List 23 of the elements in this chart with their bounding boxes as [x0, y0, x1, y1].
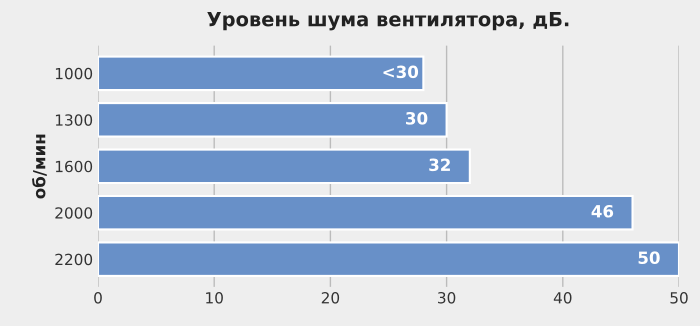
y-tick-label: 1300 [56, 114, 92, 126]
data-label: 32 [429, 158, 450, 172]
y-tick-label: 1000 [56, 68, 92, 80]
y-tick-label: 2000 [55, 207, 92, 219]
x-tick-label: 20 [322, 292, 340, 304]
data-label: <30 [383, 66, 418, 78]
x-tick-label: 30 [438, 292, 456, 304]
chart-title: Уровень шума вентилятора, дБ. [207, 12, 568, 30]
data-label: 30 [406, 112, 428, 125]
bar [98, 56, 424, 92]
y-tick-label: 2200 [55, 254, 92, 266]
bar [98, 194, 634, 230]
x-tick-label: 50 [670, 292, 688, 304]
data-label: 46 [592, 204, 614, 218]
y-tick-label: 1600 [56, 160, 92, 172]
y-axis-title: об/мин [32, 134, 47, 199]
x-tick-label: 0 [94, 292, 102, 304]
bar [98, 241, 679, 277]
data-label: 50 [638, 251, 660, 264]
bar [98, 148, 471, 184]
bar [98, 102, 448, 138]
x-tick-label: 40 [554, 292, 572, 304]
x-tick-label: 10 [206, 292, 223, 304]
